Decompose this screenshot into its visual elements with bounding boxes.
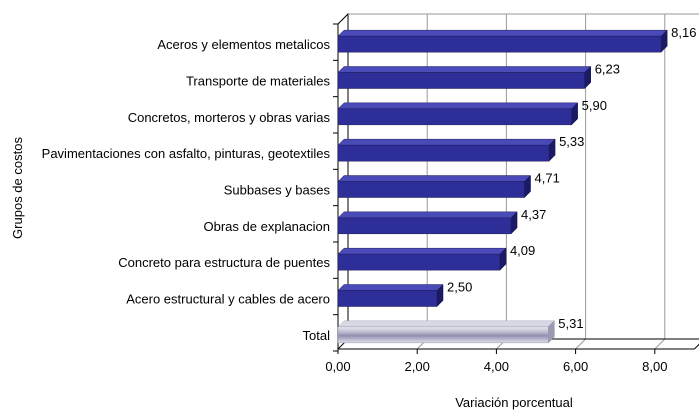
gridline-floor — [654, 338, 666, 350]
bar-total — [337, 320, 555, 344]
bar — [337, 102, 579, 126]
x-tick-label: 8,00 — [642, 359, 667, 374]
y-axis-title: Grupos de costos — [10, 137, 25, 239]
bar — [337, 174, 532, 199]
gridline-floor — [575, 338, 586, 350]
value-label: 6,23 — [595, 62, 620, 77]
value-label: 4,71 — [535, 171, 560, 186]
value-label: 4,09 — [510, 243, 535, 258]
x-axis-title: Variación porcentual — [455, 395, 573, 410]
bar — [337, 283, 444, 308]
x-tick-label: 4,00 — [484, 359, 509, 374]
floor-right-edge — [694, 343, 699, 350]
bar — [337, 211, 518, 235]
category-label: Obras de explanacion — [204, 219, 330, 234]
category-label: Transporte de materiales — [186, 74, 331, 89]
x-tick-label: 6,00 — [563, 359, 588, 374]
value-label: 8,16 — [671, 25, 696, 40]
value-label: 5,90 — [582, 98, 607, 113]
category-label: Concretos, morteros y obras varias — [128, 110, 331, 125]
bars-layer — [337, 29, 668, 344]
x-tick-label: 0,00 — [325, 359, 350, 374]
labels-layer: 0,00 2,00 4,00 6,00 8,00 Aceros y elementos m… — [42, 25, 697, 374]
category-label: Subbases y bases — [224, 183, 331, 198]
category-label: Acero estructural y cables de acero — [126, 292, 330, 307]
value-label: 5,31 — [558, 316, 583, 331]
value-label: 5,33 — [559, 134, 584, 149]
bar — [337, 65, 592, 90]
category-label: Aceros y elementos metalicos — [157, 37, 330, 52]
value-label: 4,37 — [521, 207, 546, 222]
x-tick-label: 2,00 — [405, 359, 430, 374]
bar — [337, 29, 668, 53]
category-label: Pavimentaciones con asfalto, pinturas, g… — [42, 146, 331, 161]
bar — [337, 247, 507, 271]
category-label: Concreto para estructura de puentes — [118, 255, 330, 270]
bar — [337, 138, 556, 162]
value-label: 2,50 — [447, 280, 472, 295]
category-label: Total — [303, 328, 331, 343]
